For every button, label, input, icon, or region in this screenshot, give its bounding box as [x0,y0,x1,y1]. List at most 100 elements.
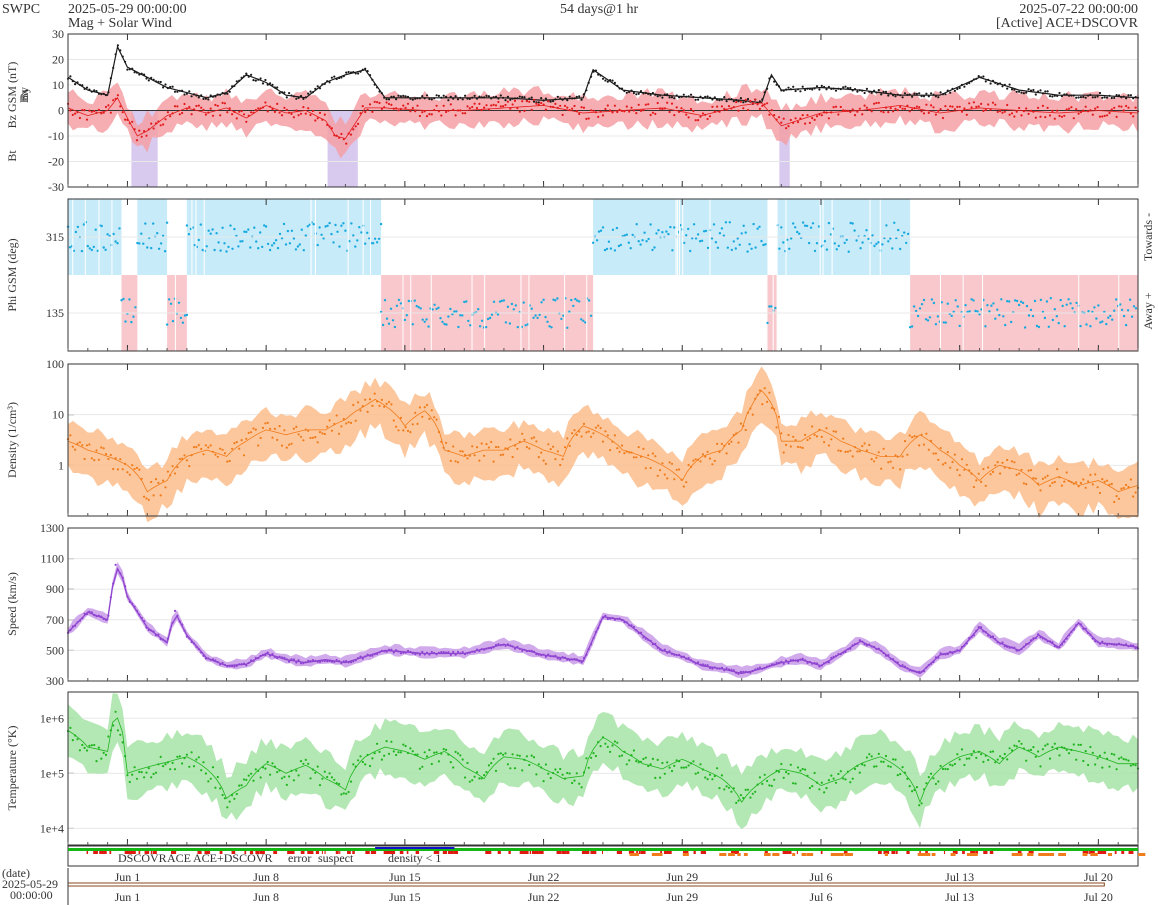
bt-point [530,96,533,99]
bz-point [687,116,690,119]
bz-point [958,105,961,108]
phi-point [358,226,361,229]
phi-point [903,231,906,234]
phi-point [298,243,301,246]
bt-point [357,72,360,75]
bz-point [492,103,495,106]
bz-point [789,118,792,122]
temp-point [706,778,709,781]
temp-point [209,777,212,780]
temp-point [340,793,343,796]
density-low-mark [834,853,840,856]
error-mark [531,851,538,854]
temp-point [647,764,650,768]
density-point [471,445,474,448]
density-point [361,405,364,408]
temp-point [1063,746,1066,750]
bz-point [704,113,707,116]
phi-point [417,306,420,309]
bt-point [568,95,571,98]
x-tick-label-top: Jun 22 [528,870,560,884]
speed-point [535,653,538,656]
phi-point [280,237,284,240]
speed-point [823,662,826,665]
speed-point [254,656,257,659]
bt-point [925,92,928,95]
phi-point [278,232,282,236]
bt-point [437,94,440,97]
density-point [521,432,524,435]
speed-point [183,629,186,632]
density-point [808,437,812,440]
bz-point [1070,106,1073,109]
bz-point [656,101,659,105]
bt-point [1098,91,1102,95]
x-tick-label-top: Jun 1 [115,870,141,884]
phi-point [637,240,640,243]
phi-point [379,310,383,314]
bt-point [330,76,333,79]
phi-point [498,300,502,303]
speed-point [406,649,410,653]
speed-point [806,661,809,665]
speed-point [782,662,785,665]
density-point [406,429,410,432]
phi-point [399,302,403,305]
temp-point [276,770,279,774]
temp-point [483,774,486,777]
bt-point [887,94,890,97]
phi-point [954,299,957,302]
bt-point [573,97,576,100]
bz-point [1096,106,1099,109]
bt-point [190,95,193,98]
bz-point [611,111,614,114]
bz-point [147,128,150,131]
error-mark [255,851,260,854]
bz-point [530,108,533,111]
phi-point [152,222,155,225]
phi-point [992,302,995,305]
bt-point [456,98,460,101]
density-point [499,454,502,457]
bt-point [418,97,421,100]
density-point [630,451,633,454]
temp-point [552,771,555,775]
phi-point [958,324,961,328]
phi-point [225,250,228,253]
phi-point [156,232,159,235]
speed-point [868,643,871,646]
speed-point [376,652,379,656]
temp-point [806,774,809,777]
error-mark [731,851,734,854]
bz-point [1087,110,1090,113]
density-point [663,473,666,476]
speed-point [770,663,773,666]
temp-point [185,753,188,756]
phi-point [157,247,161,250]
speed-series-line [67,567,1139,675]
speed-point [1087,631,1090,635]
density-point [235,441,238,444]
phi-point [366,231,369,234]
bt-point [466,97,469,100]
bz-point [637,103,640,106]
density-point [511,455,514,459]
bz-point [292,116,295,119]
temp-point [314,771,317,774]
bz-point [1094,107,1097,110]
bt-point [147,79,150,82]
error-mark [244,851,247,854]
density-point [963,468,966,471]
temp-point [1058,754,1061,757]
bt-point [1113,96,1116,99]
speed-point [280,656,284,659]
temp-point [492,757,495,760]
error-mark [300,851,305,854]
density-point [839,449,842,453]
bz-point [932,106,935,109]
bz-point [549,105,552,108]
temp-point [456,752,460,755]
speed-point [958,649,961,652]
temp-point [207,780,210,783]
temp-point [1110,752,1113,756]
